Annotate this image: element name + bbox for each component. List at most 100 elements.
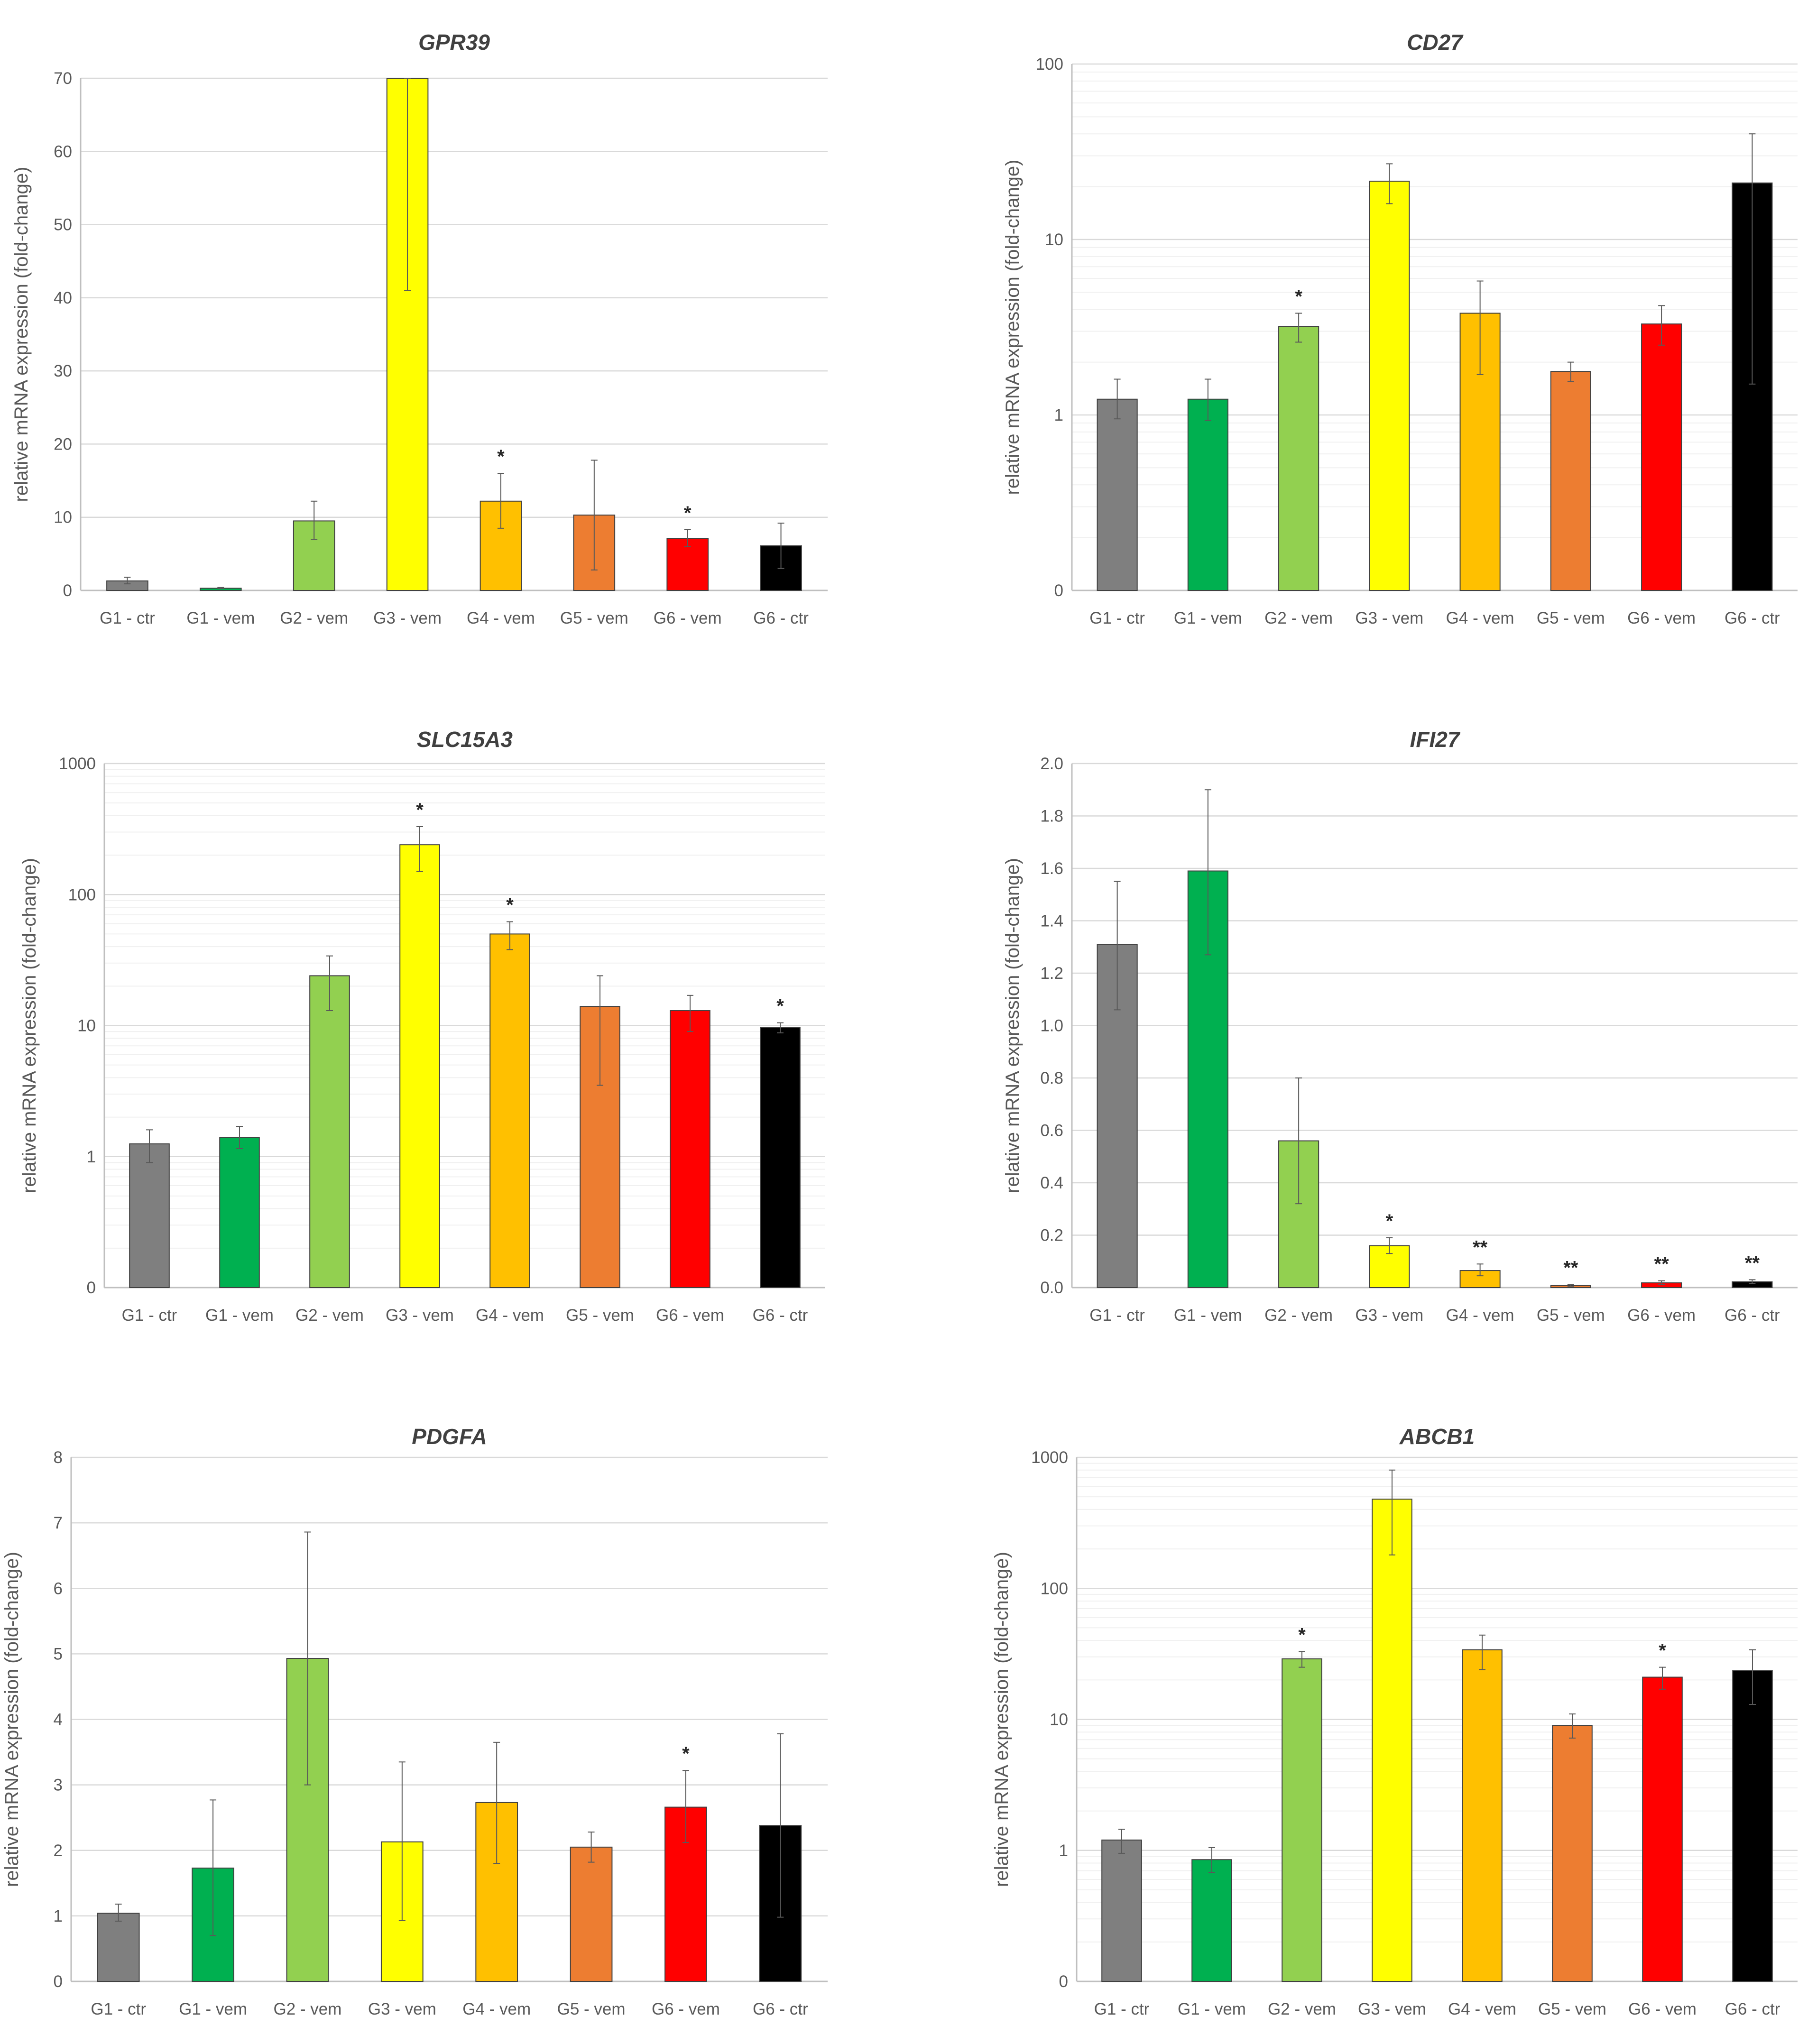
chart-ifi27: 0.0 0.2 0.4 0.6 0.8 1.0 1.2 1.4 1.6 1.8 2.0 IFI27 re… — [1002, 727, 1798, 1325]
x-tick-label: G3 - vem — [1358, 2000, 1426, 2018]
chart-gpr39: 0 10 20 30 40 50 60 70 GPR39 relative mRNA expres… — [11, 30, 828, 627]
y-tick-label: 2 — [54, 1841, 63, 1860]
y-tick-label: 3 — [54, 1776, 63, 1795]
y-tick-label: 1.4 — [1040, 912, 1063, 930]
x-tick-label: G2 - vem — [295, 1306, 364, 1325]
bar — [1641, 323, 1682, 591]
x-tick-label: G3 - vem — [1355, 1306, 1423, 1325]
x-tick-label: G2 - vem — [273, 2000, 341, 2018]
x-tick-label: G6 - vem — [652, 2000, 720, 2018]
x-tick-label: G1 - vem — [205, 1306, 274, 1325]
significance-marker: * — [497, 446, 505, 467]
y-tick-label: 5 — [54, 1645, 63, 1663]
bar — [1550, 371, 1591, 591]
bar — [1187, 398, 1228, 591]
x-tick-label: G6 - vem — [1627, 1306, 1696, 1325]
x-tick-label: G6 - vem — [654, 609, 722, 627]
bar — [570, 1846, 613, 1982]
x-tick-label: G5 - vem — [566, 1306, 634, 1325]
significance-marker: ** — [1745, 1252, 1760, 1273]
bar — [1732, 1670, 1773, 1982]
significance-marker: * — [682, 1743, 690, 1764]
y-tick-label: 1000 — [59, 755, 96, 773]
y-axis-label: relative mRNA expression (fold-change) — [11, 167, 32, 502]
y-tick-label: 1 — [54, 1907, 63, 1925]
bar — [309, 975, 350, 1288]
y-tick-label: 7 — [54, 1514, 63, 1532]
bar — [399, 844, 440, 1288]
bar — [1282, 1658, 1322, 1982]
bar — [97, 1913, 140, 1982]
bar — [760, 1027, 801, 1288]
x-tick-label: G6 - ctr — [1725, 609, 1780, 627]
x-tick-label: G2 - vem — [1264, 1306, 1333, 1325]
chart-slc15a3: 0 1 10 100 1000 SLC15A3 relative mRNA expressi… — [19, 727, 825, 1325]
x-tick-label: G6 - ctr — [753, 609, 809, 627]
y-tick-label: 70 — [54, 69, 72, 88]
y-tick-label: 1 — [87, 1148, 96, 1166]
x-tick-label: G6 - ctr — [753, 1306, 808, 1325]
bar — [1552, 1725, 1593, 1982]
x-tick-label: G3 - vem — [373, 609, 442, 627]
y-tick-label: 50 — [54, 216, 72, 234]
x-tick-label: G3 - vem — [368, 2000, 436, 2018]
x-tick-label: G1 - vem — [1178, 2000, 1246, 2018]
x-tick-label: G1 - ctr — [122, 1306, 177, 1325]
chart-title: GPR39 — [418, 30, 490, 55]
bar — [1191, 1859, 1232, 1982]
y-tick-label: 20 — [54, 435, 72, 453]
bar — [1101, 1839, 1142, 1982]
x-tick-label: G1 - ctr — [91, 2000, 146, 2018]
x-tick-label: G1 - vem — [186, 609, 255, 627]
x-tick-label: G1 - vem — [1174, 1306, 1242, 1325]
y-tick-label: 0 — [54, 1972, 63, 1991]
bar — [1369, 180, 1410, 591]
x-tick-label: G6 - ctr — [1725, 2000, 1780, 2018]
chart-panel-abcb1: 0 1 10 100 1000 ABCB1 relative mRNA expression… — [944, 1394, 1817, 2044]
chart-panel-slc15a3: 0 1 10 100 1000 SLC15A3 relative mRNA expressi… — [0, 697, 873, 1352]
significance-marker: ** — [1563, 1257, 1578, 1278]
x-tick-label: G4 - vem — [476, 1306, 544, 1325]
x-tick-label: G1 - vem — [1174, 609, 1242, 627]
x-tick-label: G6 - ctr — [1725, 1306, 1780, 1325]
y-axis-label: relative mRNA expression (fold-change) — [1, 1552, 22, 1887]
x-tick-label: G4 - vem — [467, 609, 535, 627]
x-tick-label: G1 - ctr — [1089, 1306, 1145, 1325]
bar — [1462, 1649, 1503, 1982]
y-tick-label: 0.0 — [1040, 1279, 1063, 1297]
y-axis-label: relative mRNA expression (fold-change) — [1002, 858, 1023, 1193]
bar — [666, 538, 709, 591]
significance-marker: * — [1298, 1624, 1306, 1645]
y-tick-label: 40 — [54, 289, 72, 307]
x-tick-label: G6 - vem — [656, 1306, 724, 1325]
x-tick-label: G4 - vem — [1446, 609, 1514, 627]
x-tick-label: G4 - vem — [462, 2000, 531, 2018]
bar — [670, 1010, 710, 1288]
x-tick-label: G6 - ctr — [753, 2000, 808, 2018]
y-tick-label: 1 — [1054, 406, 1063, 424]
x-tick-label: G1 - ctr — [100, 609, 155, 627]
y-tick-label: 2.0 — [1040, 755, 1063, 773]
y-tick-label: 0 — [1054, 581, 1063, 600]
bar — [1372, 1499, 1412, 1982]
chart-cd27: 0 1 10 100 CD27 relative mRNA expression (fol… — [1002, 30, 1798, 627]
x-tick-label: G1 - vem — [179, 2000, 247, 2018]
bar — [219, 1137, 260, 1288]
y-tick-label: 10 — [77, 1017, 96, 1035]
bar — [1097, 398, 1138, 591]
x-tick-label: G5 - vem — [1537, 1306, 1605, 1325]
chart-panel-ifi27: 0.0 0.2 0.4 0.6 0.8 1.0 1.2 1.4 1.6 1.8 2.0 IFI27 re… — [944, 697, 1817, 1352]
x-tick-label: G5 - vem — [1537, 609, 1605, 627]
y-tick-label: 30 — [54, 362, 72, 380]
chart-panel-cd27: 0 1 10 100 CD27 relative mRNA expression (fol… — [944, 0, 1817, 654]
chart-title: SLC15A3 — [417, 727, 513, 752]
y-tick-label: 100 — [1041, 1579, 1068, 1598]
y-tick-label: 8 — [54, 1448, 63, 1467]
y-tick-label: 4 — [54, 1711, 63, 1729]
chart-title: PDGFA — [412, 1424, 487, 1449]
significance-marker: * — [416, 800, 424, 820]
y-tick-label: 1000 — [1031, 1448, 1068, 1467]
chart-panel-gpr39: 0 10 20 30 40 50 60 70 GPR39 relative mRNA expres… — [0, 0, 873, 654]
significance-marker: ** — [1473, 1237, 1488, 1258]
y-tick-label: 10 — [1050, 1711, 1068, 1729]
